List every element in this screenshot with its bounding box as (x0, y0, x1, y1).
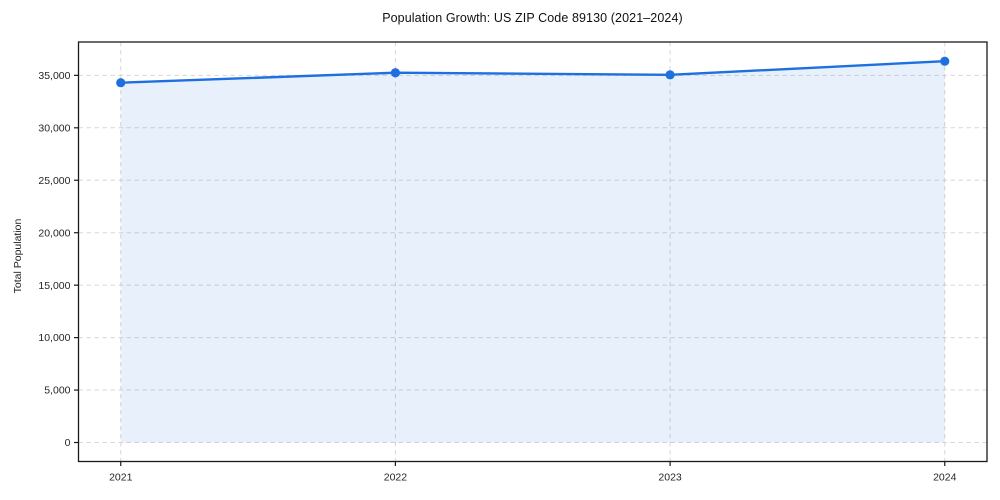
y-tick-label: 10,000 (38, 332, 70, 344)
x-tick-label: 2021 (109, 472, 133, 484)
y-tick-label: 30,000 (38, 122, 70, 134)
y-tick-label: 5,000 (44, 385, 70, 397)
y-tick-label: 35,000 (38, 70, 70, 82)
chart-title: Population Growth: US ZIP Code 89130 (20… (382, 11, 683, 25)
area-fill (120, 61, 945, 443)
trend-line (119, 59, 946, 84)
data-point-2024 (940, 56, 950, 66)
y-tick-label: 20,000 (38, 227, 70, 239)
x-tick-label: 2024 (933, 472, 957, 484)
data-point-2022 (390, 68, 401, 78)
y-tick-label: 25,000 (38, 175, 70, 187)
y-tick-label: 0 (65, 437, 71, 449)
x-tick-label: 2023 (658, 472, 682, 484)
x-tick-label: 2022 (384, 472, 408, 484)
plot-border (77, 41, 988, 463)
y-tick-label: 15,000 (38, 280, 70, 292)
data-point-2023 (665, 70, 675, 80)
data-point-2021 (116, 78, 126, 88)
